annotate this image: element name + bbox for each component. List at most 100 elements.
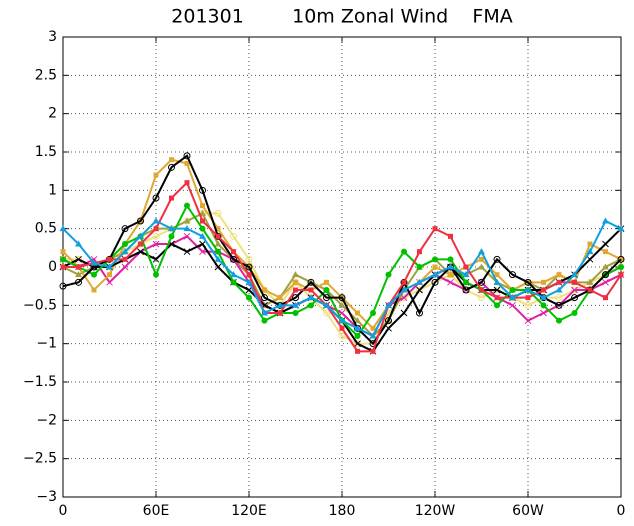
marker bbox=[153, 226, 159, 232]
marker bbox=[137, 248, 144, 256]
marker bbox=[324, 279, 329, 285]
marker bbox=[323, 287, 330, 293]
marker bbox=[199, 248, 206, 256]
marker bbox=[107, 272, 112, 278]
marker bbox=[214, 240, 222, 247]
marker bbox=[586, 255, 594, 263]
marker bbox=[338, 332, 346, 340]
marker bbox=[199, 186, 206, 194]
y-tick-label: 3 bbox=[48, 29, 57, 45]
marker bbox=[60, 249, 66, 255]
x-tick-label: 0 bbox=[59, 503, 68, 519]
marker bbox=[184, 180, 190, 186]
marker bbox=[323, 294, 330, 302]
marker bbox=[137, 217, 144, 225]
marker bbox=[478, 248, 485, 255]
marker bbox=[262, 287, 267, 293]
y-tick-label: −1.5 bbox=[23, 374, 57, 390]
marker bbox=[214, 263, 222, 271]
marker bbox=[106, 263, 113, 270]
x-tick-label: 60E bbox=[143, 503, 170, 519]
marker bbox=[152, 217, 160, 224]
y-tick-label: −0.5 bbox=[23, 297, 57, 313]
marker bbox=[494, 302, 500, 309]
marker bbox=[463, 279, 469, 286]
marker bbox=[183, 232, 191, 240]
marker bbox=[261, 309, 268, 316]
marker bbox=[308, 287, 314, 293]
marker bbox=[214, 209, 222, 217]
marker bbox=[556, 317, 562, 324]
marker bbox=[307, 278, 315, 286]
marker bbox=[152, 194, 160, 202]
marker bbox=[183, 217, 191, 224]
marker bbox=[75, 278, 82, 286]
marker bbox=[617, 255, 625, 263]
marker bbox=[276, 301, 284, 308]
marker bbox=[587, 241, 593, 247]
marker bbox=[524, 301, 532, 309]
marker bbox=[122, 256, 128, 262]
plot-frame bbox=[62, 36, 622, 498]
marker bbox=[60, 264, 66, 270]
marker bbox=[602, 240, 609, 248]
marker bbox=[586, 248, 594, 255]
series-line bbox=[62, 154, 622, 346]
marker bbox=[323, 309, 330, 317]
marker bbox=[416, 264, 423, 270]
marker bbox=[541, 279, 546, 285]
marker bbox=[152, 232, 160, 240]
marker bbox=[246, 294, 252, 301]
marker bbox=[385, 301, 392, 308]
marker bbox=[153, 172, 159, 178]
y-tick-label: −2 bbox=[36, 412, 57, 428]
marker bbox=[447, 256, 454, 263]
marker bbox=[479, 287, 484, 293]
marker bbox=[401, 279, 407, 285]
marker bbox=[199, 240, 206, 248]
marker bbox=[555, 301, 563, 309]
marker bbox=[354, 340, 361, 348]
marker bbox=[137, 232, 144, 239]
marker bbox=[230, 279, 237, 286]
marker bbox=[245, 255, 253, 263]
marker bbox=[400, 309, 408, 317]
marker bbox=[184, 161, 190, 166]
marker bbox=[91, 287, 97, 293]
marker bbox=[586, 278, 594, 285]
marker bbox=[416, 286, 423, 294]
marker bbox=[245, 263, 253, 271]
marker bbox=[59, 225, 67, 232]
marker bbox=[75, 271, 82, 278]
marker bbox=[571, 271, 578, 278]
marker bbox=[307, 294, 315, 301]
marker bbox=[169, 157, 174, 163]
marker bbox=[338, 301, 346, 308]
marker bbox=[462, 286, 470, 294]
marker bbox=[432, 226, 438, 232]
marker bbox=[370, 348, 376, 354]
marker bbox=[60, 256, 66, 263]
marker bbox=[75, 255, 82, 263]
marker bbox=[169, 195, 174, 201]
marker bbox=[385, 317, 392, 325]
marker bbox=[214, 232, 222, 240]
marker bbox=[448, 233, 453, 239]
marker bbox=[138, 241, 143, 247]
marker bbox=[417, 249, 422, 255]
marker bbox=[200, 218, 205, 224]
marker bbox=[199, 225, 206, 232]
marker bbox=[215, 233, 221, 239]
marker bbox=[292, 301, 299, 308]
marker bbox=[76, 264, 81, 270]
marker bbox=[385, 324, 392, 332]
marker bbox=[277, 295, 283, 301]
marker bbox=[370, 325, 376, 331]
y-tick-label: −3 bbox=[36, 489, 57, 505]
marker bbox=[432, 264, 438, 270]
marker bbox=[540, 302, 547, 309]
marker bbox=[292, 271, 299, 278]
marker bbox=[602, 263, 609, 270]
marker bbox=[400, 286, 408, 293]
